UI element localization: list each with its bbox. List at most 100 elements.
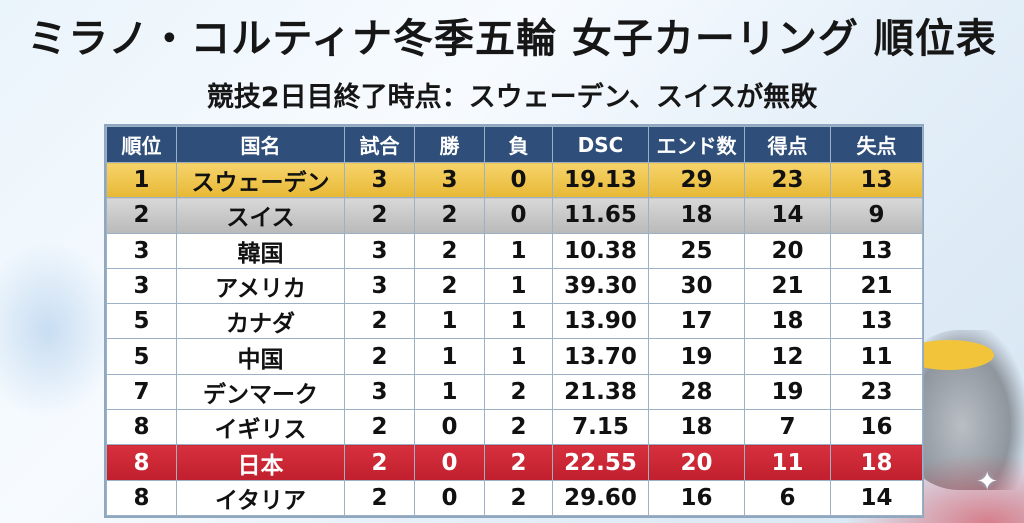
header-ends: エンド数 xyxy=(648,126,745,163)
cell-games: 3 xyxy=(344,232,415,269)
table-row-highlighted: 8 日本 2 0 2 22.55 20 11 18 xyxy=(106,444,923,481)
cell-wins: 0 xyxy=(414,409,485,446)
page-title: ミラノ・コルティナ冬季五輪 女子カーリング 順位表 xyxy=(27,16,997,62)
cell-points-against: 23 xyxy=(830,373,923,411)
cell-wins: 2 xyxy=(414,267,485,305)
cell-country: スイス xyxy=(176,197,345,234)
cell-ends: 18 xyxy=(648,197,745,234)
cell-points-against: 16 xyxy=(830,409,923,446)
cell-ends: 30 xyxy=(648,267,745,305)
cell-points-for: 7 xyxy=(744,409,831,446)
cell-rank: 3 xyxy=(106,267,177,305)
cell-points-for: 11 xyxy=(744,444,831,481)
standings-table: 順位 国名 試合 勝 負 DSC エンド数 得点 失点 1 スウェーデン 3 3… xyxy=(106,126,923,517)
cell-points-against: 14 xyxy=(830,479,923,517)
cell-games: 2 xyxy=(344,479,415,517)
table-header-row: 順位 国名 試合 勝 負 DSC エンド数 得点 失点 xyxy=(106,126,923,163)
cell-losses: 2 xyxy=(484,373,553,411)
cell-games: 2 xyxy=(344,409,415,446)
cell-points-for: 6 xyxy=(744,479,831,517)
cell-points-for: 21 xyxy=(744,267,831,305)
cell-points-against: 13 xyxy=(830,303,923,340)
header-dsc: DSC xyxy=(552,126,649,163)
cell-wins: 2 xyxy=(414,197,485,234)
cell-dsc: 10.38 xyxy=(552,232,649,269)
cell-games: 2 xyxy=(344,197,415,234)
cell-rank: 5 xyxy=(106,338,177,375)
cell-ends: 17 xyxy=(648,303,745,340)
header-losses: 負 xyxy=(484,126,553,163)
cell-losses: 1 xyxy=(484,267,553,305)
cell-losses: 1 xyxy=(484,303,553,340)
table-row: 5 カナダ 2 1 1 13.90 17 18 13 xyxy=(106,303,923,340)
cell-ends: 29 xyxy=(648,161,745,199)
cell-points-against: 13 xyxy=(830,232,923,269)
cell-losses: 2 xyxy=(484,409,553,446)
cell-wins: 0 xyxy=(414,444,485,481)
cell-country: 韓国 xyxy=(176,232,345,269)
cell-dsc: 11.65 xyxy=(552,197,649,234)
table-row: 3 アメリカ 3 2 1 39.30 30 21 21 xyxy=(106,267,923,305)
cell-losses: 0 xyxy=(484,197,553,234)
cell-losses: 0 xyxy=(484,161,553,199)
cell-points-for: 20 xyxy=(744,232,831,269)
header-games: 試合 xyxy=(344,126,415,163)
header-points-against: 失点 xyxy=(830,126,923,163)
cell-rank: 1 xyxy=(106,161,177,199)
header-country: 国名 xyxy=(176,126,345,163)
table-row: 2 スイス 2 2 0 11.65 18 14 9 xyxy=(106,197,923,234)
cell-rank: 2 xyxy=(106,197,177,234)
cell-points-against: 18 xyxy=(830,444,923,481)
cell-wins: 1 xyxy=(414,373,485,411)
cell-points-for: 18 xyxy=(744,303,831,340)
cell-dsc: 22.55 xyxy=(552,444,649,481)
cell-ends: 20 xyxy=(648,444,745,481)
cell-country: 日本 xyxy=(176,444,345,481)
cell-games: 3 xyxy=(344,373,415,411)
cell-wins: 2 xyxy=(414,232,485,269)
cell-ends: 19 xyxy=(648,338,745,375)
cell-rank: 8 xyxy=(106,444,177,481)
header-wins: 勝 xyxy=(414,126,485,163)
cell-country: スウェーデン xyxy=(176,161,345,199)
cell-games: 3 xyxy=(344,161,415,199)
cell-games: 2 xyxy=(344,303,415,340)
table-row: 8 イギリス 2 0 2 7.15 18 7 16 xyxy=(106,409,923,446)
cell-rank: 7 xyxy=(106,373,177,411)
cell-points-for: 14 xyxy=(744,197,831,234)
page-subtitle: 競技2日目終了時点：スウェーデン、スイスが無敗 xyxy=(206,82,818,113)
cell-games: 2 xyxy=(344,444,415,481)
table-row: 3 韓国 3 2 1 10.38 25 20 13 xyxy=(106,232,923,269)
cell-country: アメリカ xyxy=(176,267,345,305)
cell-dsc: 13.90 xyxy=(552,303,649,340)
cell-rank: 3 xyxy=(106,232,177,269)
cell-points-against: 9 xyxy=(830,197,923,234)
cell-losses: 2 xyxy=(484,479,553,517)
cell-points-against: 13 xyxy=(830,161,923,199)
cell-points-for: 23 xyxy=(744,161,831,199)
table-row: 8 イタリア 2 0 2 29.60 16 6 14 xyxy=(106,479,923,517)
cell-games: 2 xyxy=(344,338,415,375)
header-points-for: 得点 xyxy=(744,126,831,163)
header-rank: 順位 xyxy=(106,126,177,163)
cell-country: カナダ xyxy=(176,303,345,340)
cell-dsc: 21.38 xyxy=(552,373,649,411)
cell-rank: 8 xyxy=(106,409,177,446)
cell-points-against: 11 xyxy=(830,338,923,375)
cell-wins: 0 xyxy=(414,479,485,517)
cell-country: イタリア xyxy=(176,479,345,517)
table-row: 5 中国 2 1 1 13.70 19 12 11 xyxy=(106,338,923,375)
sparkle-icon: ✦ xyxy=(976,467,998,497)
cell-dsc: 29.60 xyxy=(552,479,649,517)
cell-points-for: 19 xyxy=(744,373,831,411)
table-row: 7 デンマーク 3 1 2 21.38 28 19 23 xyxy=(106,373,923,411)
cell-points-for: 12 xyxy=(744,338,831,375)
table-row: 1 スウェーデン 3 3 0 19.13 29 23 13 xyxy=(106,161,923,199)
cell-losses: 1 xyxy=(484,232,553,269)
cell-ends: 18 xyxy=(648,409,745,446)
cell-ends: 25 xyxy=(648,232,745,269)
cell-dsc: 7.15 xyxy=(552,409,649,446)
cell-dsc: 19.13 xyxy=(552,161,649,199)
standings-table-container: 順位 国名 試合 勝 負 DSC エンド数 得点 失点 1 スウェーデン 3 3… xyxy=(104,124,924,518)
cell-rank: 5 xyxy=(106,303,177,340)
